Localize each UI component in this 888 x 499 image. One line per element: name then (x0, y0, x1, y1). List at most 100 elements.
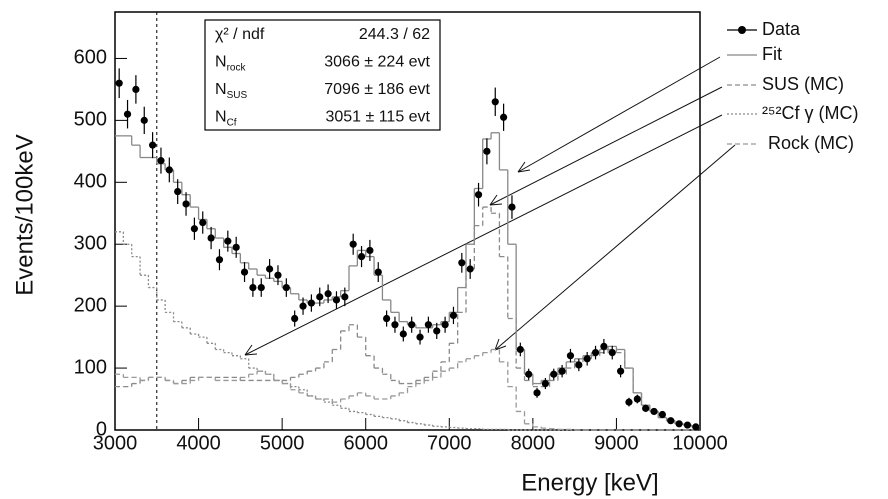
x-tick-label: 4000 (176, 432, 221, 454)
y-tick-label: 600 (74, 47, 107, 69)
data-point (541, 379, 549, 388)
data-point (433, 327, 441, 335)
data-point (633, 395, 641, 403)
legend-arrows (244, 56, 736, 356)
data-point (508, 203, 516, 211)
data-point (491, 98, 499, 106)
data-point (650, 407, 658, 416)
x-axis-title: Energy [keV] (521, 469, 658, 496)
x-tick-label: 9000 (594, 432, 639, 454)
stat-value: 3066 ± 224 evt (324, 54, 430, 71)
data-point (525, 370, 533, 378)
data-point (157, 157, 165, 165)
stat-label-main: χ² / ndf (215, 26, 265, 43)
stat-label: NSUS (215, 81, 247, 100)
y-tick-label: 400 (74, 171, 107, 193)
y-tick-label: 0 (96, 418, 107, 440)
data-point (625, 398, 633, 406)
x-tick-label: 7000 (427, 432, 472, 454)
data-point (683, 421, 692, 429)
data-point (692, 423, 700, 431)
series (115, 231, 700, 431)
stat-value: 7096 ± 186 evt (324, 81, 430, 98)
data-point (449, 311, 458, 320)
data-point (257, 283, 265, 292)
data-point (249, 283, 257, 292)
data-point (149, 141, 157, 149)
data-point (408, 321, 416, 329)
stat-value: 3051 ± 115 evt (325, 109, 430, 126)
data-point (240, 268, 249, 276)
data-point (474, 191, 483, 199)
data-point (642, 404, 650, 412)
data-point (675, 420, 683, 428)
data-point (115, 79, 123, 87)
data-point (667, 417, 675, 425)
data-point (424, 321, 432, 329)
series (115, 348, 700, 431)
plot-frame (114, 11, 701, 431)
legend-label: Fit (762, 44, 782, 64)
x-tick-label: 6000 (343, 432, 388, 454)
data-point (441, 321, 449, 329)
legend-marker (738, 26, 746, 34)
data-point (174, 187, 182, 196)
data-point (165, 166, 173, 174)
data-point (123, 110, 132, 118)
data-point (483, 147, 491, 155)
y-axis-title: Events/100keV (11, 134, 38, 295)
data-point (416, 333, 424, 341)
data-point (550, 370, 558, 378)
arrow (494, 144, 736, 351)
data-point (617, 367, 625, 375)
legend-label: Data (762, 19, 801, 39)
x-tick-label: 10000 (672, 432, 728, 454)
stats-box (204, 19, 441, 131)
x-tick-label: 3000 (93, 432, 138, 454)
data-point (374, 268, 382, 276)
data-point (566, 352, 575, 360)
data-point (274, 271, 282, 279)
arrow (244, 114, 723, 356)
data-point (357, 253, 366, 261)
arrow-head (244, 344, 258, 356)
data-point (349, 240, 357, 248)
data-point (282, 283, 290, 292)
legend-label: Rock (MC) (768, 133, 854, 153)
stat-label: NCf (215, 109, 237, 128)
step-risers (122, 231, 509, 430)
data-point (658, 410, 666, 419)
y-tick-label: 500 (74, 109, 107, 131)
data-point (199, 218, 207, 227)
legend-label: ²⁵²Cf γ (MC) (762, 103, 858, 123)
arrow (517, 56, 721, 173)
data-point (391, 321, 399, 329)
legend-label: SUS (MC) (762, 74, 844, 94)
data-point (458, 259, 466, 267)
data-point (190, 225, 198, 233)
data-point (316, 293, 324, 301)
stat-label-main: N (215, 81, 227, 98)
series (115, 68, 700, 431)
step-risers (131, 132, 693, 427)
x-tick-label: 5000 (260, 432, 305, 454)
stat-label-sub: rock (227, 62, 247, 73)
step-risers (131, 207, 693, 427)
data-point (558, 367, 566, 375)
data-point (591, 348, 600, 357)
arrow-head (489, 194, 503, 206)
data-point (399, 330, 407, 338)
arrow-head (494, 338, 507, 351)
data-point (299, 302, 307, 310)
stat-label: χ² / ndf (215, 26, 265, 43)
data-point (583, 355, 591, 363)
data-point (575, 361, 583, 369)
data-point (324, 290, 332, 298)
x-tick-label: 8000 (511, 432, 556, 454)
data-point (608, 348, 616, 357)
data-point (366, 246, 374, 255)
data-point (600, 342, 608, 350)
stat-label-sub: SUS (227, 90, 248, 101)
data-point (516, 345, 524, 354)
